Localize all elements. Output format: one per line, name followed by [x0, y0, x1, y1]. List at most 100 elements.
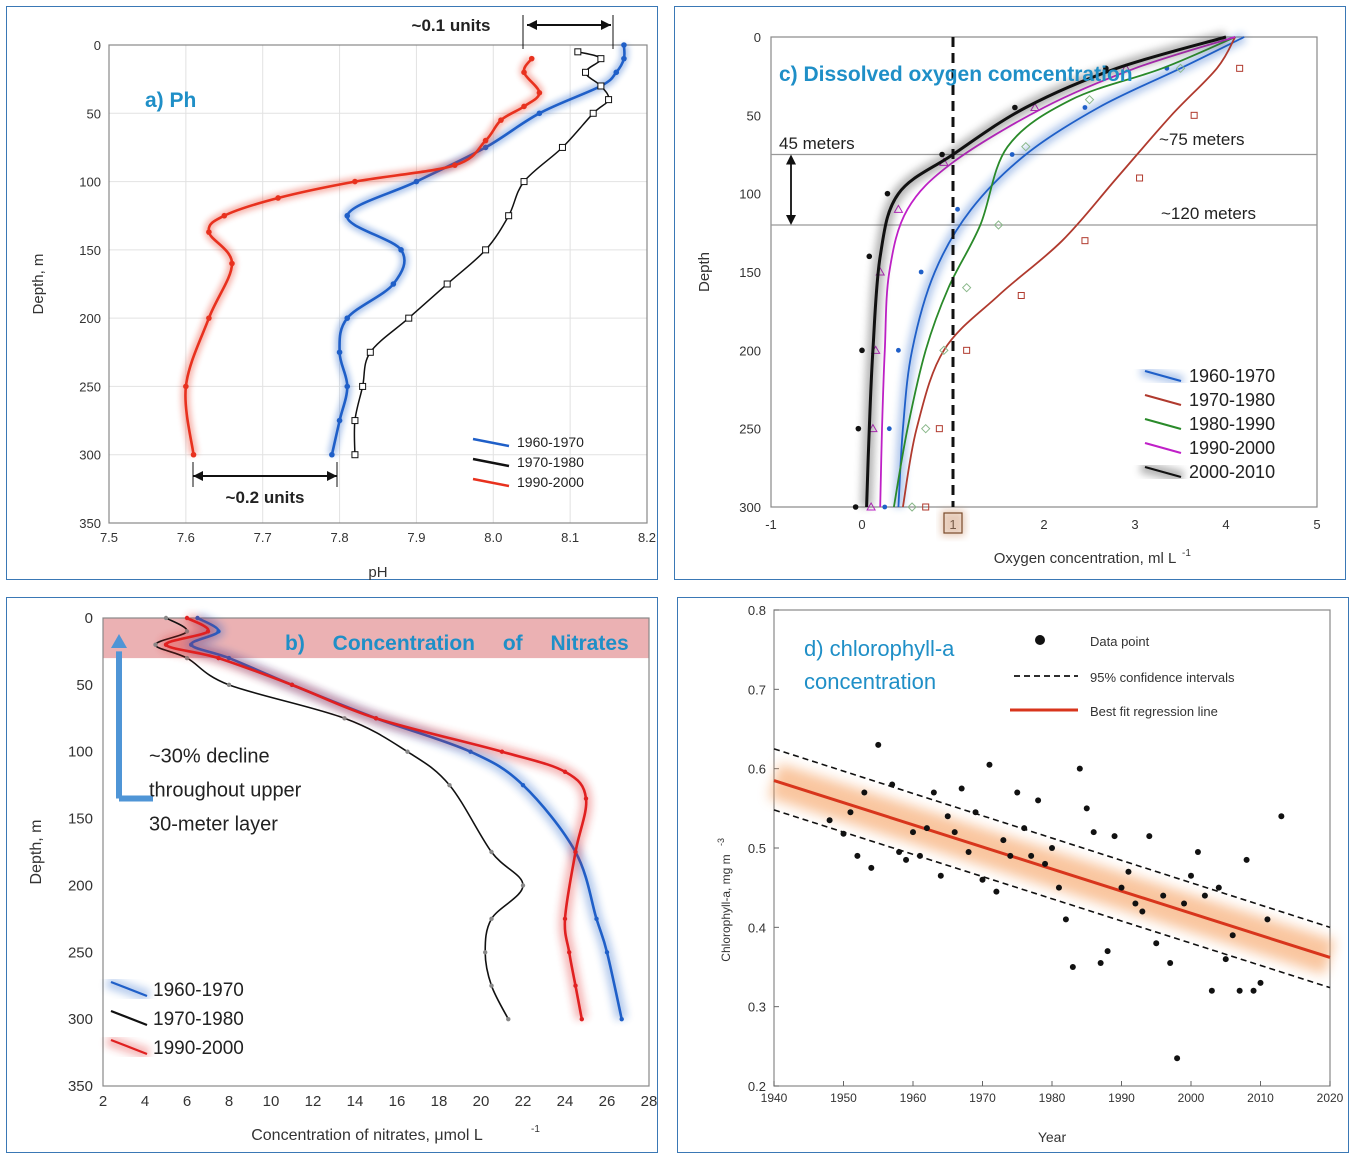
data-point: [923, 825, 930, 832]
x-tick-label: 14: [347, 1093, 364, 1110]
data-point: [1188, 872, 1194, 879]
y-tick-label: 0.8: [748, 603, 766, 618]
x-axis-label: pH: [368, 564, 387, 581]
data-point: [216, 655, 221, 661]
data-point: [482, 246, 490, 254]
data-point: [868, 864, 875, 871]
panel-title: d) chlorophyll-a concentration: [804, 636, 955, 694]
data-point: [344, 315, 351, 321]
data-point: [351, 417, 359, 425]
legend-swatch: [472, 477, 510, 488]
data-point: [390, 281, 397, 287]
data-point: [907, 502, 917, 512]
x-tick-label: 18: [431, 1093, 448, 1110]
data-point: [206, 315, 212, 321]
y-tick-label: 300: [68, 1011, 93, 1028]
data-point: [520, 782, 526, 788]
y-tick-label: 100: [68, 744, 93, 761]
data-point: [1175, 63, 1186, 74]
data-point: [498, 117, 504, 123]
legend-label: 2000-2010: [1189, 462, 1275, 482]
series-line-1970-1980: [353, 51, 610, 455]
data-point: [1236, 987, 1243, 994]
data-point: [1021, 825, 1028, 832]
x-tick-label: -1: [765, 517, 777, 532]
y-tick-label: 50: [76, 677, 93, 694]
annotation-120-meters: ~120 meters: [1161, 204, 1256, 223]
data-point: [520, 883, 526, 888]
x-tick-label: 7.7: [254, 530, 272, 545]
y-tick-label: 0: [94, 38, 101, 53]
data-point: [344, 212, 351, 219]
data-point: [875, 741, 882, 748]
data-point: [1012, 104, 1018, 111]
data-point: [1090, 829, 1097, 836]
data-point: [955, 206, 960, 212]
data-point: [937, 872, 944, 879]
arrowhead: [601, 20, 611, 30]
data-point: [528, 55, 535, 62]
data-point: [605, 96, 613, 104]
data-point: [1190, 111, 1198, 119]
x-tick-label: 7.6: [177, 530, 195, 545]
data-point: [1082, 105, 1088, 110]
series-line-1970-1980: [154, 617, 524, 1020]
x-tick-label: 20: [473, 1093, 490, 1110]
data-point: [935, 425, 943, 433]
data-point: [939, 151, 945, 158]
arrowhead: [527, 20, 537, 30]
data-point: [972, 809, 979, 816]
data-point: [852, 504, 859, 510]
data-point: [1118, 884, 1125, 891]
legend-label: 1960-1970: [153, 980, 244, 1001]
y-tick-label: 100: [79, 175, 101, 190]
data-point: [163, 615, 169, 621]
plot-frame-nitrates: [102, 617, 650, 1087]
y-tick-label: 250: [739, 422, 761, 437]
highlight-marker-glow: [941, 510, 965, 536]
x-tick-label: 10: [263, 1093, 280, 1110]
series-line-1990-2000: [164, 616, 588, 1020]
x-tick-label: 3: [1131, 517, 1138, 532]
x-tick-label: 4: [1222, 517, 1229, 532]
data-point: [1017, 292, 1025, 299]
x-tick-label: 7.9: [407, 530, 425, 545]
legend-label: 1960-1970: [517, 434, 584, 450]
data-point: [336, 417, 343, 424]
y-tick-label: 0.4: [748, 920, 766, 935]
data-point: [359, 382, 367, 390]
data-point: [1194, 848, 1201, 855]
data-point: [1264, 916, 1271, 923]
x-tick-label: 22: [515, 1093, 532, 1110]
legend-swatch: [1144, 369, 1182, 383]
data-point: [536, 90, 543, 96]
y-tick-label: 200: [79, 311, 101, 326]
data-point: [963, 346, 971, 354]
panel-title: a) Ph: [145, 89, 196, 112]
x-tick-label: 1950: [830, 1091, 857, 1105]
data-point: [1278, 813, 1285, 820]
series-line-1990-2000: [879, 36, 1236, 508]
x-tick-label: 1940: [761, 1091, 788, 1105]
data-point: [452, 162, 458, 168]
data-point: [1055, 884, 1062, 891]
x-tick-label: 8: [225, 1093, 233, 1110]
x-axis-label-superscript: -1: [1182, 548, 1191, 559]
data-point: [619, 1016, 624, 1022]
legend-label: 1990-2000: [517, 474, 584, 490]
data-point: [366, 348, 374, 356]
annotation-line: 30-meter layer: [149, 813, 278, 835]
data-point: [861, 789, 868, 796]
data-point: [289, 682, 295, 688]
y-tick-label: 0.2: [748, 1079, 766, 1094]
data-point: [1215, 884, 1222, 891]
data-point: [216, 629, 221, 634]
data-point: [583, 796, 589, 801]
series-line-1980-1990: [893, 36, 1236, 508]
data-point: [1028, 852, 1035, 859]
data-point: [1007, 852, 1014, 859]
y-tick-label: 250: [68, 944, 93, 961]
x-tick-label: 1980: [1039, 1091, 1066, 1105]
